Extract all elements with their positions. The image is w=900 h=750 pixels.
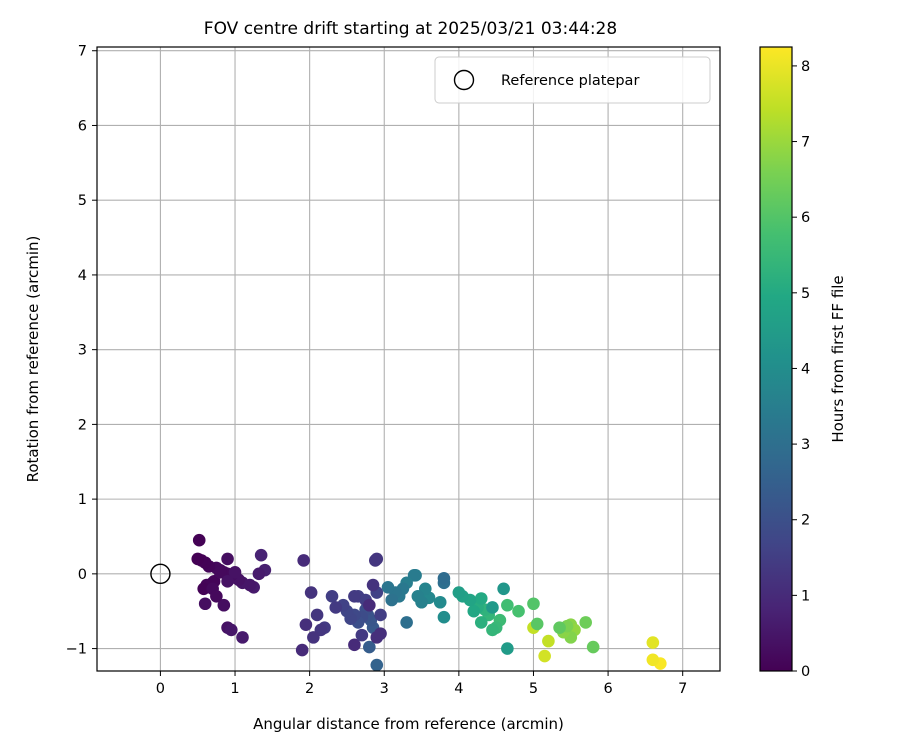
data-point — [363, 598, 376, 612]
data-point — [437, 572, 451, 585]
data-point — [400, 616, 413, 629]
colorbar-tick-label: 6 — [801, 210, 810, 226]
x-tick-label: 6 — [603, 681, 612, 697]
y-tick-label: 7 — [78, 44, 87, 60]
data-point — [538, 649, 551, 663]
colorbar — [759, 46, 793, 672]
data-point — [348, 589, 361, 603]
data-point — [527, 597, 540, 611]
plot-frame — [96, 46, 721, 672]
y-tick-label: 6 — [78, 118, 87, 134]
y-axis-label: Rotation from reference (arcmin) — [24, 236, 42, 483]
data-point — [210, 589, 223, 603]
data-point — [221, 552, 234, 566]
colorbar-tick-label: 1 — [801, 588, 810, 604]
data-point — [368, 554, 382, 567]
data-point — [254, 548, 268, 562]
data-point — [307, 631, 320, 644]
data-point — [497, 582, 510, 596]
data-point — [486, 623, 499, 637]
chart-title: FOV centre drift starting at 2025/03/21 … — [204, 19, 617, 39]
colorbar-tick-label: 0 — [801, 664, 810, 680]
data-point — [553, 621, 566, 634]
data-point — [467, 604, 481, 618]
data-point — [348, 638, 361, 652]
x-tick-label: 7 — [678, 681, 687, 697]
y-tick-label: 5 — [78, 193, 87, 209]
colorbar-tick-label: 7 — [801, 135, 810, 151]
data-point — [474, 616, 488, 629]
x-tick-label: 5 — [529, 681, 538, 697]
data-point — [252, 567, 266, 581]
data-point — [411, 589, 425, 603]
data-point — [501, 598, 514, 612]
colorbar-tick-label: 8 — [801, 59, 810, 75]
data-point — [304, 586, 318, 599]
colorbar-tick-label: 5 — [801, 286, 810, 302]
data-point — [385, 593, 399, 607]
data-point — [646, 636, 660, 649]
x-tick-label: 0 — [156, 681, 165, 697]
x-tick-label: 3 — [380, 681, 389, 697]
x-axis-label: Angular distance from reference (arcmin) — [253, 715, 564, 733]
data-point — [363, 640, 376, 654]
legend-marker — [453, 69, 475, 91]
data-point — [646, 653, 660, 667]
data-point — [192, 533, 206, 547]
data-point — [586, 640, 600, 654]
data-point — [329, 601, 343, 614]
data-point — [198, 597, 212, 611]
x-tick-label: 4 — [454, 681, 463, 697]
colorbar-label: Hours from first FF file — [829, 275, 847, 442]
x-tick-label: 1 — [230, 681, 239, 697]
data-point — [542, 634, 555, 648]
data-point — [299, 618, 313, 631]
data-point — [452, 586, 466, 599]
data-point — [310, 608, 324, 622]
data-point — [297, 554, 310, 567]
data-point — [381, 581, 395, 594]
legend-label: Reference platepar — [501, 73, 639, 89]
data-point — [355, 628, 369, 642]
colorbar-tick-label: 4 — [801, 361, 810, 377]
colorbar-tick-label: 3 — [801, 437, 810, 453]
data-point — [512, 604, 525, 618]
y-tick-label: 4 — [78, 268, 87, 284]
data-point — [213, 566, 227, 579]
data-point — [501, 642, 514, 655]
data-point — [437, 610, 451, 624]
data-point — [474, 592, 488, 605]
data-point — [221, 575, 234, 588]
data-point — [374, 627, 387, 640]
data-point — [217, 598, 231, 612]
y-tick-label: 1 — [78, 492, 87, 508]
data-point — [366, 578, 380, 592]
legend-box — [434, 56, 711, 104]
data-point — [530, 617, 544, 631]
reference-point-marker — [150, 563, 171, 585]
y-tick-label: 2 — [78, 417, 87, 433]
data-point — [433, 595, 447, 609]
data-point — [228, 566, 242, 579]
data-point — [191, 552, 205, 566]
data-point — [374, 608, 387, 622]
data-point — [370, 658, 384, 672]
colorbar-tick-label: 2 — [801, 513, 810, 529]
data-point — [295, 643, 309, 657]
data-point — [197, 582, 210, 596]
y-tick-label: 0 — [78, 567, 87, 583]
data-point — [579, 616, 593, 629]
y-tick-label: −1 — [66, 642, 87, 658]
x-tick-label: 2 — [305, 681, 314, 697]
data-point — [325, 589, 339, 603]
data-point — [486, 601, 499, 614]
data-point — [224, 623, 238, 637]
y-tick-label: 3 — [78, 343, 87, 359]
data-point — [236, 631, 249, 644]
